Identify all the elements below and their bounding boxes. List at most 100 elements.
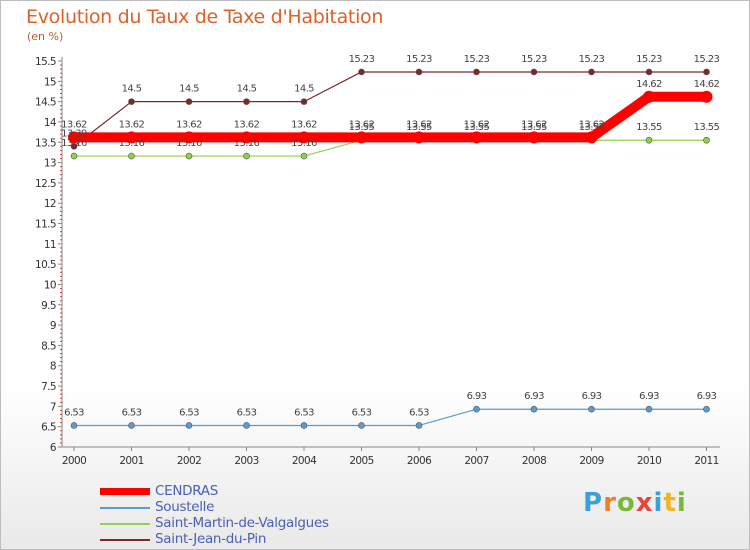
data-point-cendras <box>183 131 195 144</box>
data-point-soustelle <box>530 405 538 413</box>
data-point-saint-martin-de-valgalgues <box>185 152 193 160</box>
data-point-soustelle <box>243 422 250 429</box>
data-point-saint-jean-du-pin <box>703 68 710 76</box>
y-axis-unit-label: (en %) <box>27 30 64 43</box>
data-point-cendras <box>528 131 540 144</box>
legend-label-saint-jean: Saint-Jean-du-Pin <box>155 531 267 547</box>
y-tick-label: 11.5 <box>35 219 56 231</box>
data-point-cendras <box>298 131 310 144</box>
legend-swatch-saint-jean <box>100 539 150 541</box>
y-tick-label: 11 <box>44 239 56 251</box>
data-point-cendras <box>125 131 138 144</box>
data-point-soustelle <box>300 422 308 429</box>
chart-axes: 6 6.5 7 7.5 8 8.5 9 9.5 10 10.5 11 11.5 12 12.5 13 13.5… <box>35 56 720 467</box>
x-tick-label: 2000 <box>62 455 86 467</box>
data-label-saint-martin-de-valgalgues: 13.16 <box>291 138 317 149</box>
data-label-soustelle: 6.53 <box>122 407 142 418</box>
y-tick-label: 14.5 <box>35 97 56 109</box>
series-layer <box>68 68 713 429</box>
y-tick-label: 14 <box>44 117 57 129</box>
data-label-cendras: 13.62 <box>406 119 432 130</box>
data-label-cendras: 13.62 <box>176 119 202 130</box>
x-tick-label: 2009 <box>579 455 603 467</box>
data-point-soustelle <box>415 422 423 429</box>
data-labels-layer: 13.16 13.16 13.16 13.16 13.16 13.55 13.55 13.55… <box>61 54 720 418</box>
y-tick-label: 7 <box>50 401 56 413</box>
y-tick-label: 10 <box>44 279 56 291</box>
data-label-saint-jean-du-pin: 15.23 <box>636 54 662 65</box>
data-label-cendras: 13.62 <box>349 119 375 130</box>
data-label-saint-jean-du-pin: 15.23 <box>349 54 375 65</box>
x-tick-label: 2004 <box>292 455 317 467</box>
legend-label-soustelle: Soustelle <box>155 499 215 515</box>
data-point-soustelle <box>358 422 365 429</box>
data-label-saint-martin-de-valgalgues: 13.55 <box>636 122 662 133</box>
data-label-saint-jean-du-pin: 15.23 <box>579 54 605 65</box>
data-label-saint-martin-de-valgalgues: 13.55 <box>464 122 490 133</box>
data-label-cendras: 14.62 <box>636 79 662 90</box>
y-tick-label: 12 <box>44 198 56 210</box>
data-label-cendras: 13.62 <box>291 119 317 130</box>
legend-swatch-cendras <box>100 488 150 495</box>
chart-title: Evolution du Taux de Taxe d'Habitation <box>26 6 384 28</box>
data-point-saint-jean-du-pin <box>645 68 653 76</box>
data-label-saint-jean-du-pin: 15.23 <box>521 54 547 65</box>
x-tick-label: 2010 <box>637 455 661 467</box>
x-tick-label: 2001 <box>119 455 143 467</box>
data-label-cendras: 13.62 <box>61 119 87 130</box>
series-line-saint-martin-de-valgalgues <box>73 139 708 157</box>
y-tick-label: 10.5 <box>35 259 56 271</box>
logo-letter: i <box>676 488 687 518</box>
data-label-soustelle: 6.53 <box>294 407 314 418</box>
series-line-soustelle <box>73 408 708 427</box>
data-label-cendras: 13.62 <box>119 119 145 130</box>
y-tick-label: 7.5 <box>41 381 56 393</box>
data-label-saint-jean-du-pin: 15.23 <box>464 54 490 65</box>
x-tick-label: 2003 <box>234 455 258 467</box>
data-point-soustelle <box>70 422 78 429</box>
data-label-soustelle: 6.93 <box>467 391 487 402</box>
data-label-saint-jean-du-pin: 14.5 <box>122 84 142 95</box>
data-label-cendras: 13.62 <box>464 119 490 130</box>
data-point-saint-jean-du-pin <box>473 68 480 76</box>
data-label-saint-jean-du-pin: 15.23 <box>406 54 432 65</box>
data-label-cendras: 13.62 <box>579 119 605 130</box>
x-tick-label: 2005 <box>349 455 373 467</box>
x-tick-label: 2002 <box>177 455 201 467</box>
data-label-saint-martin-de-valgalgues: 13.55 <box>694 122 720 133</box>
y-tick-label: 6 <box>50 442 57 454</box>
x-tick-label: 2008 <box>522 455 546 467</box>
data-label-soustelle: 6.53 <box>409 407 429 418</box>
y-tick-label: 13 <box>44 158 56 170</box>
data-label-saint-martin-de-valgalgues: 13.55 <box>406 122 432 133</box>
data-point-saint-martin-de-valgalgues <box>703 136 710 144</box>
legend-swatch-soustelle <box>100 507 150 509</box>
legend-swatch-saint-martin <box>100 523 150 525</box>
y-tick-label: 9 <box>50 320 56 332</box>
data-point-soustelle <box>645 405 653 413</box>
x-tick-label: 2007 <box>464 455 488 467</box>
data-label-saint-martin-de-valgalgues: 13.16 <box>61 138 87 149</box>
data-point-cendras <box>470 131 483 144</box>
data-label-saint-jean-du-pin: 13.39 <box>61 128 87 139</box>
logo-letter: i <box>653 488 664 518</box>
data-point-saint-jean-du-pin <box>358 68 365 76</box>
data-point-cendras <box>700 90 713 103</box>
data-point-cendras <box>643 90 655 103</box>
data-point-saint-martin-de-valgalgues <box>128 152 135 160</box>
series-line-saint-jean-du-pin <box>73 71 708 147</box>
data-label-soustelle: 6.53 <box>237 407 257 418</box>
data-label-saint-martin-de-valgalgues: 13.55 <box>349 122 375 133</box>
data-point-saint-jean-du-pin <box>588 68 595 76</box>
y-tick-label: 13.5 <box>35 137 56 149</box>
data-point-saint-jean-du-pin <box>300 98 308 105</box>
data-label-soustelle: 6.53 <box>179 407 199 418</box>
data-point-saint-martin-de-valgalgues <box>70 152 78 160</box>
y-tick-label: 15.5 <box>35 56 56 68</box>
x-tick-label: 2006 <box>407 455 432 467</box>
y-tick-label: 9.5 <box>41 300 56 312</box>
data-point-soustelle <box>128 422 135 429</box>
x-tick-label: 2011 <box>694 455 718 467</box>
